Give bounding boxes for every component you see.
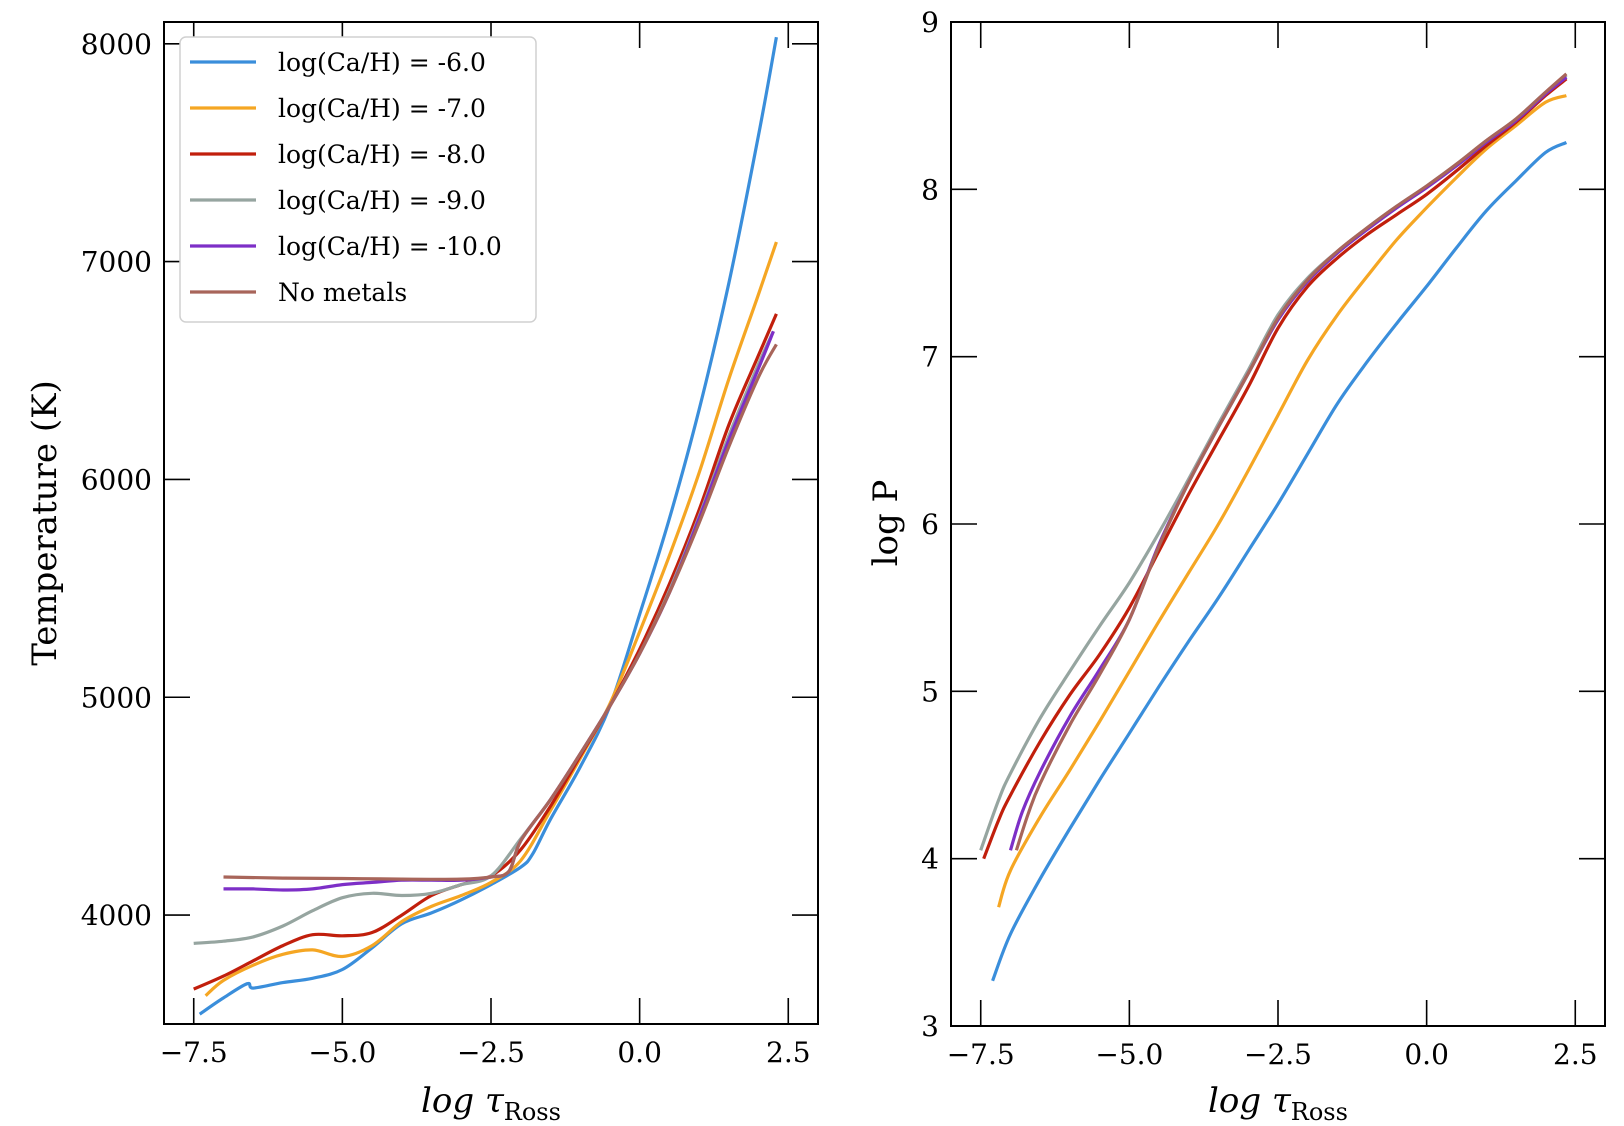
x-tick-label: −7.5 [947, 1038, 1015, 1071]
y-tick-label: 5 [921, 675, 939, 708]
series-line-0-1 [204, 241, 778, 997]
temperature-y-axis-label: Temperature (K) [25, 380, 65, 665]
legend-box [179, 36, 537, 323]
series-line-0-2 [193, 313, 778, 991]
series-line-1-1 [997, 94, 1567, 908]
x-axis-label-subscript: Ross [504, 1098, 561, 1126]
series-line-0-5 [223, 343, 778, 881]
legend-entry-label: log(Ca/H) = -10.0 [278, 232, 502, 261]
pressure-ticks-layer: −7.5 −5.0 −2.5 0.0 2.5 3 4 5 6 7 8 9 [921, 6, 1605, 1071]
pressure-x-axis-label: log τRoss [1208, 1081, 1348, 1126]
series-line-1-5 [1014, 72, 1568, 851]
y-tick-label: 8 [921, 173, 939, 206]
x-tick-label: 2.5 [766, 1036, 811, 1069]
pressure-y-axis-label: log P [866, 480, 906, 567]
x-tick-label: 0.0 [617, 1036, 662, 1069]
series-line-1-4 [1008, 75, 1568, 851]
x-tick-label: −7.5 [160, 1036, 228, 1069]
y-tick-label: 4 [921, 843, 939, 876]
temperature-ticks-layer: −7.5 −5.0 −2.5 0.0 2.5 4000 5000 6000 7000 8000 [81, 22, 818, 1069]
series-line-0-4 [223, 330, 775, 892]
temperature-panel: −7.5 −5.0 −2.5 0.0 2.5 4000 5000 6000 7000 8000 l… [25, 21, 819, 1126]
legend: log(Ca/H) = -6.0 log(Ca/H) = -7.0 log(Ca/H… [179, 36, 537, 323]
y-tick-label: 4000 [81, 899, 152, 932]
x-axis-label-main: log τ [421, 1081, 505, 1121]
legend-items: log(Ca/H) = -6.0 log(Ca/H) = -7.0 log(Ca/H… [190, 48, 502, 307]
y-tick-label: 7000 [81, 246, 152, 279]
x-tick-label: −2.5 [457, 1036, 525, 1069]
legend-entry-label: log(Ca/H) = -6.0 [278, 48, 486, 77]
x-tick-label: 0.0 [1404, 1038, 1449, 1071]
x-tick-label: −5.0 [1095, 1038, 1163, 1071]
legend-entry-label: log(Ca/H) = -9.0 [278, 186, 486, 215]
y-tick-label: 8000 [81, 28, 152, 61]
x-axis-label-subscript: Ross [1291, 1098, 1348, 1126]
y-tick-label: 6 [921, 508, 939, 541]
y-tick-label: 5000 [81, 681, 152, 714]
pressure-panel: −7.5 −5.0 −2.5 0.0 2.5 3 4 5 6 7 8 9 log τRoss log … [866, 6, 1606, 1126]
y-tick-label: 6000 [81, 463, 152, 496]
x-axis-label-main: log τ [1208, 1081, 1292, 1121]
legend-entry-label: log(Ca/H) = -7.0 [278, 94, 486, 123]
pressure-plot-frame [950, 21, 1606, 1027]
temperature-x-axis-label: log τRoss [421, 1081, 561, 1126]
y-tick-label: 7 [921, 341, 939, 374]
y-tick-label: 3 [921, 1010, 939, 1043]
series-line-0-0 [198, 36, 778, 1016]
legend-entry-label: No metals [278, 278, 407, 307]
x-tick-label: −5.0 [308, 1036, 376, 1069]
series-line-1-3 [979, 74, 1568, 851]
legend-entry-label: log(Ca/H) = -8.0 [278, 140, 486, 169]
x-tick-label: 2.5 [1553, 1038, 1598, 1071]
series-line-1-0 [991, 141, 1568, 982]
series-line-0-3 [193, 330, 775, 945]
series-line-1-2 [982, 77, 1568, 860]
pressure-series-layer [979, 72, 1568, 982]
temperature-series-layer [193, 36, 778, 1016]
y-tick-label: 9 [921, 6, 939, 39]
x-tick-label: −2.5 [1244, 1038, 1312, 1071]
